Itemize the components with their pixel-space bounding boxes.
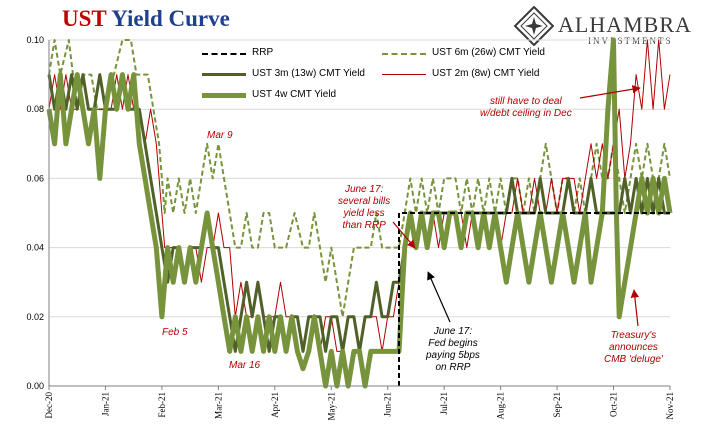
series-line-rrp (398, 212, 670, 386)
legend-label-ust4w: UST 4w CMT Yield (252, 89, 337, 100)
chart-title: UST Yield Curve (62, 6, 230, 32)
series-line-ust-6m-26w-cmt-yield (48, 39, 671, 318)
annotation-june17-bills-line1: June 17: (344, 184, 384, 195)
x-tick-label: Oct-21 (609, 392, 619, 417)
x-tick-label: Nov-21 (665, 392, 675, 420)
arrow-june17-bills (392, 221, 416, 249)
annotation-mar16: Mar 16 (229, 360, 261, 371)
x-tick-label: Dec-20 (44, 392, 54, 419)
x-tick-label: Aug-21 (496, 392, 506, 420)
legend-swatch-ust3m (202, 73, 246, 76)
annotation-treasury-cmb-line1: Treasury's (610, 330, 657, 341)
annotation-june17-fed-line4: on RRP (435, 362, 471, 373)
x-tick-label: Mar-21 (213, 392, 223, 419)
x-tick-label: Jun-21 (383, 392, 393, 417)
legend-swatch-rrp (202, 53, 246, 55)
legend-label-ust2m: UST 2m (8w) CMT Yield (432, 68, 540, 79)
y-tick-label: 0.00 (26, 381, 44, 391)
brand-diamond-icon (514, 6, 554, 46)
legend-swatch-ust6m (382, 53, 426, 55)
y-tick-label: 0.08 (26, 104, 44, 114)
x-tick-label: Apr-21 (270, 392, 280, 418)
y-tick-label: 0.02 (26, 312, 44, 322)
annotation-june17-fed-line1: June 17: (433, 326, 473, 337)
arrow-june17-fed (427, 271, 451, 323)
annotation-debt-ceiling: still have to deal w/debt ceiling in Dec (480, 96, 572, 120)
annotation-june17-fed-line3: paying 5bps (426, 350, 480, 361)
y-tick-label: 0.06 (26, 173, 44, 183)
y-tick-label: 0.04 (26, 243, 44, 253)
annotation-treasury-cmb-line2: announces (608, 342, 658, 353)
annotation-june17-fed: June 17: Fed begins paying 5bps on RRP (426, 326, 480, 374)
annotation-arrows (392, 85, 641, 327)
annotation-june17-bills: June 17: several bills yield less than R… (338, 184, 390, 232)
legend-swatch-ust4w (202, 93, 246, 98)
arrow-debt-ceiling (579, 85, 641, 99)
annotation-debt-ceiling-line2: w/debt ceiling in Dec (480, 108, 572, 119)
legend-label-rrp: RRP (252, 47, 274, 58)
x-tick-label: May-21 (326, 392, 336, 421)
annotation-june17-bills-line4: than RRP (342, 220, 386, 231)
annotation-june17-bills-line2: several bills (338, 196, 391, 207)
x-tick-label: Sep-21 (552, 392, 562, 418)
annotation-treasury-cmb: Treasury's announces CMB 'deluge' (604, 330, 663, 366)
brand-logo: ALHAMBRA INVESTMENTS (514, 4, 700, 48)
x-tick-label: Jan-21 (100, 392, 110, 416)
legend-label-ust6m: UST 6m (26w) CMT Yield (432, 47, 545, 58)
y-tick-label: 0.10 (26, 35, 44, 45)
series-line-ust-4w-cmt-yield (46, 37, 673, 389)
annotation-debt-ceiling-line1: still have to deal (490, 96, 562, 107)
annotation-treasury-cmb-line3: CMB 'deluge' (604, 354, 663, 365)
brand-subtitle: INVESTMENTS (588, 36, 673, 46)
brand-name: ALHAMBRA (558, 12, 692, 37)
x-tick-label: Jul-21 (439, 392, 449, 415)
legend-label-ust3m: UST 3m (13w) CMT Yield (252, 68, 365, 79)
x-tick-label: Feb-21 (157, 392, 167, 418)
annotation-june17-bills-line3: yield less (343, 208, 385, 219)
title-part-yield-curve: Yield Curve (111, 6, 230, 31)
annotation-feb5: Feb 5 (162, 327, 188, 338)
legend-swatch-ust2m (382, 74, 426, 75)
chart-series (46, 37, 673, 389)
chart-axes: 0.00 0.02 0.04 0.06 0.08 0.10 Dec-20 Jan-21 Feb-… (26, 35, 675, 421)
title-part-ust: UST (62, 6, 107, 31)
arrow-treasury-cmb (630, 289, 640, 327)
annotation-mar9: Mar 9 (207, 130, 233, 141)
annotation-june17-fed-line2: Fed begins (428, 338, 478, 349)
